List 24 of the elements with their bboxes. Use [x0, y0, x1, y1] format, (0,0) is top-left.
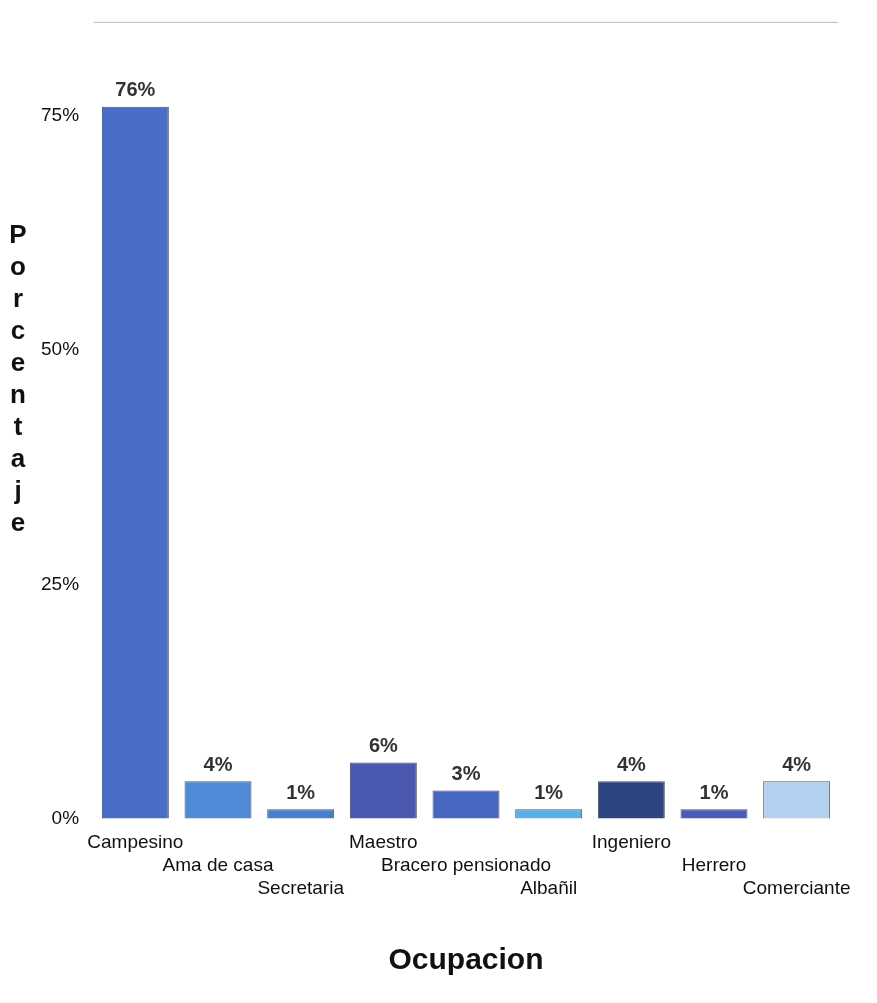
x-tick-label: Secretaria — [257, 876, 345, 898]
text: Porcentaje — [9, 219, 27, 537]
x-tick-label: Maestro — [349, 831, 418, 853]
x-tick-label: Herrero — [681, 854, 747, 876]
y-tick-label: 0% — [51, 806, 80, 828]
x-tick-label: Albañil — [520, 876, 578, 898]
x-tick-label: Comerciante — [742, 876, 851, 898]
data-label: 6% — [368, 733, 399, 756]
x-tick-label: Campesino — [87, 831, 184, 853]
y-tick-label: 25% — [41, 572, 80, 594]
data-label: 76% — [115, 78, 156, 101]
y-tick-label: 75% — [41, 104, 80, 126]
data-label: 4% — [782, 752, 812, 775]
data-label: 1% — [534, 780, 564, 803]
x-tick-label: Ingeniero — [591, 831, 671, 853]
x-tick-label: Ama de casa — [162, 854, 274, 876]
data-label: 4% — [616, 752, 647, 775]
x-axis-title: Ocupacion — [388, 942, 544, 976]
y-tick-label: 50% — [41, 338, 80, 360]
x-tick-label: Bracero pensionado — [380, 854, 552, 876]
data-label: 1% — [699, 780, 729, 803]
data-label: 3% — [451, 762, 481, 785]
data-label: 1% — [286, 780, 316, 803]
data-label: 4% — [203, 752, 233, 775]
